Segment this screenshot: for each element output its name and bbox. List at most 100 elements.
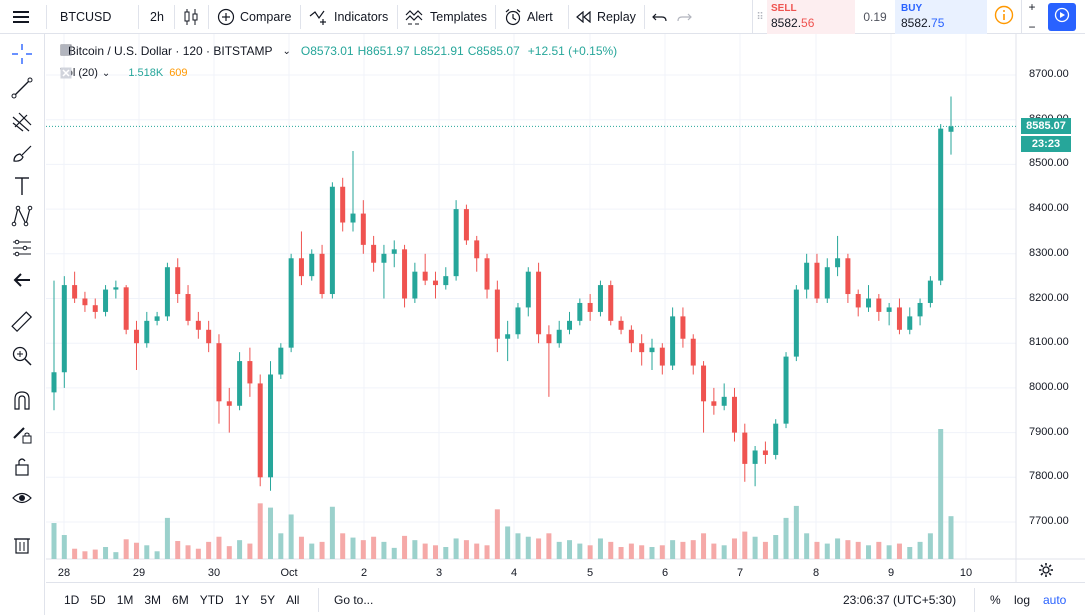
pattern-tool[interactable] xyxy=(8,204,36,232)
redo-button[interactable] xyxy=(676,0,697,34)
range-button-1y[interactable]: 1Y xyxy=(234,592,250,607)
measure-tool[interactable] xyxy=(8,310,36,338)
pencil-lock-icon xyxy=(11,423,33,450)
lock-tool[interactable] xyxy=(8,454,36,482)
volume-bar xyxy=(927,533,933,559)
volume-bar xyxy=(412,540,418,559)
volume-bar xyxy=(773,535,779,559)
volume-bar xyxy=(113,552,119,559)
chart-pane[interactable]: Bitcoin / U.S. Dollar · 120 · BITSTAMP ⌄… xyxy=(46,34,1085,582)
range-button-all[interactable]: All xyxy=(286,592,300,607)
replay-button[interactable]: Replay xyxy=(576,0,636,34)
text-tool[interactable] xyxy=(8,174,36,202)
info-button[interactable] xyxy=(987,0,1021,34)
minus-button[interactable]: − xyxy=(1028,20,1036,34)
candle-body xyxy=(855,294,861,308)
time-tick-label: 9 xyxy=(887,567,895,579)
templates-button[interactable]: Templates xyxy=(405,0,487,34)
chevron-down-icon[interactable]: ⌄ xyxy=(101,67,111,79)
magnet-tool[interactable] xyxy=(8,388,36,416)
pitchfork-icon xyxy=(11,111,33,138)
forecast-icon xyxy=(11,237,33,264)
volume-bar xyxy=(752,536,758,559)
candle-body xyxy=(608,285,614,321)
volume-bar xyxy=(587,545,593,559)
menu-button[interactable] xyxy=(12,0,35,34)
range-button-ytd[interactable]: YTD xyxy=(199,592,224,607)
divider xyxy=(208,5,209,29)
range-button-5d[interactable]: 5D xyxy=(90,592,106,607)
candle-body xyxy=(61,285,67,373)
candle-body xyxy=(443,276,449,286)
sell-button[interactable]: SELL 8582.56 xyxy=(767,0,855,34)
undo-button[interactable] xyxy=(652,0,673,34)
divider xyxy=(495,5,496,29)
goto-button[interactable]: Go to... xyxy=(334,592,374,607)
auto-toggle[interactable]: auto xyxy=(1043,592,1067,607)
lock-drawing-tool[interactable] xyxy=(8,422,36,450)
candle-body xyxy=(422,271,428,281)
buy-button[interactable]: BUY 8582.75 xyxy=(895,0,987,34)
volume-bar xyxy=(391,547,397,559)
undo-icon xyxy=(652,10,668,24)
volume-bar xyxy=(123,539,129,559)
candle-body xyxy=(546,334,552,344)
chevron-down-icon[interactable]: ⌄ xyxy=(282,45,291,57)
volume-bar xyxy=(443,547,449,559)
percent-toggle[interactable]: % xyxy=(990,592,1001,607)
range-button-1d[interactable]: 1D xyxy=(64,592,80,607)
zoom-in-icon xyxy=(11,345,33,372)
pitchfork-tool[interactable] xyxy=(8,110,36,138)
interval-button[interactable]: 2h xyxy=(150,0,164,34)
price-tick-label: 8000.00 xyxy=(1029,380,1069,393)
candle-body xyxy=(701,365,707,402)
volume-bar xyxy=(793,505,799,559)
magnet-icon xyxy=(11,389,33,416)
indicators-button[interactable]: Indicators xyxy=(309,0,388,34)
range-button-3m[interactable]: 3M xyxy=(144,592,162,607)
remove-drawings-tool[interactable] xyxy=(8,532,36,560)
symbol-search[interactable]: BTCUSD xyxy=(60,0,130,34)
fullscreen-button[interactable] xyxy=(1048,3,1076,31)
series-title[interactable]: Bitcoin / U.S. Dollar · 120 · BITSTAMP xyxy=(68,44,273,58)
trend-line-tool[interactable] xyxy=(8,76,36,104)
volume-bar xyxy=(329,506,335,559)
candle-body xyxy=(587,302,593,312)
candle-body xyxy=(659,347,665,366)
brush-tool[interactable] xyxy=(8,142,36,170)
back-tool[interactable] xyxy=(8,268,36,296)
volume-bar xyxy=(226,546,232,559)
zoom-tool[interactable] xyxy=(8,344,36,372)
compare-button[interactable]: Compare xyxy=(217,0,291,34)
range-button-1m[interactable]: 1M xyxy=(116,592,134,607)
buy-price: 8582.75 xyxy=(901,16,945,30)
last-price-tag: 8585.07 xyxy=(1021,118,1071,134)
range-button-6m[interactable]: 6M xyxy=(172,592,189,607)
crosshair-tool[interactable] xyxy=(8,42,36,70)
prediction-tool[interactable] xyxy=(8,236,36,264)
alert-button[interactable]: Alert xyxy=(504,0,553,34)
candle-body xyxy=(927,280,933,303)
drag-handle-icon[interactable]: ⠿ xyxy=(756,11,764,23)
range-button-5y[interactable]: 5Y xyxy=(260,592,276,607)
candle-body xyxy=(649,347,655,353)
hide-drawings-tool[interactable] xyxy=(8,486,36,514)
candle-body xyxy=(556,329,562,344)
volume-bar xyxy=(711,543,717,559)
log-toggle[interactable]: log xyxy=(1014,592,1031,607)
candle-body xyxy=(432,280,438,286)
price-chart[interactable] xyxy=(46,34,1085,582)
volume-bar xyxy=(154,551,160,559)
candle-body xyxy=(618,320,624,330)
ruler-icon xyxy=(11,310,33,338)
chart-style-button[interactable] xyxy=(183,0,204,34)
plus-button[interactable]: + xyxy=(1028,0,1036,14)
candle-body xyxy=(288,258,294,348)
candle-body xyxy=(82,298,88,306)
candle-body xyxy=(783,356,789,424)
volume-bar xyxy=(556,541,562,559)
volume-value: 1.518K xyxy=(128,67,164,79)
divider xyxy=(397,5,398,29)
volume-bar xyxy=(948,516,954,559)
clock-label[interactable]: 23:06:37 (UTC+5:30) xyxy=(843,592,957,607)
